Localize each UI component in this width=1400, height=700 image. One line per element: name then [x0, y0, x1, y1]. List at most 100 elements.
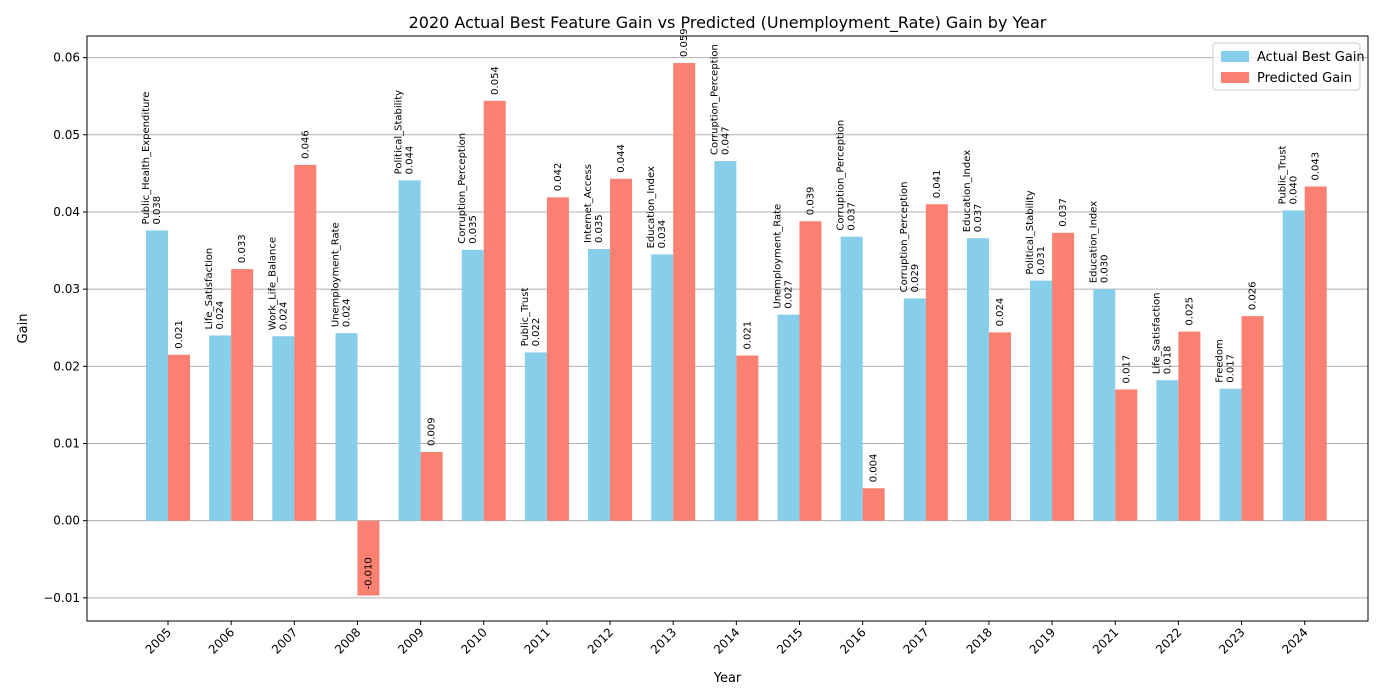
y-tick-label: 0.00	[53, 514, 80, 528]
y-tick-label: 0.06	[53, 51, 80, 65]
predicted-bar-label: 0.021	[742, 321, 753, 350]
predicted-bar	[925, 204, 948, 521]
actual-bar-label: 0.027	[784, 280, 795, 309]
predicted-bar-label: 0.043	[1311, 152, 1322, 181]
predicted-bar-label: 0.046	[300, 130, 311, 159]
predicted-bar-label: 0.059	[679, 28, 690, 57]
x-tick-label: 2005	[143, 625, 174, 656]
actual-bar-label: 0.040	[1289, 176, 1300, 205]
predicted-bar	[862, 488, 885, 521]
predicted-bar	[546, 197, 569, 521]
predicted-bar	[231, 269, 254, 521]
feature-label: Political_Stability	[394, 90, 405, 174]
legend-label: Predicted Gain	[1257, 71, 1352, 86]
predicted-bar	[168, 354, 190, 521]
x-tick-label: 2024	[1279, 625, 1310, 656]
feature-label: Public_Trust	[1278, 146, 1289, 205]
predicted-bar	[483, 100, 506, 521]
predicted-bar-label: 0.004	[869, 454, 880, 483]
actual-bar	[966, 238, 989, 521]
actual-bar	[1093, 289, 1116, 521]
predicted-bar-label: 0.033	[237, 234, 248, 263]
predicted-bar	[420, 451, 443, 521]
actual-bar	[335, 333, 358, 521]
y-tick-label: −0.01	[43, 591, 80, 605]
actual-bar	[1219, 388, 1242, 521]
actual-bar	[651, 254, 674, 521]
actual-bar	[588, 249, 611, 521]
predicted-bar	[1052, 232, 1075, 521]
legend-swatch	[1221, 51, 1249, 62]
legend-label: Actual Best Gain	[1257, 50, 1365, 65]
y-axis: −0.01 0.00 0.01 0.02 0.03 0.04 0.05 0.06	[43, 51, 87, 605]
feature-label: Work_Life_Balance	[267, 237, 278, 330]
actual-bar	[146, 230, 168, 521]
actual-bar-label: 0.034	[657, 220, 668, 249]
x-tick-label: 2009	[395, 625, 426, 656]
actual-bar	[714, 161, 737, 521]
actual-bar-label: 0.024	[278, 302, 289, 331]
feature-label: Life_Satisfaction	[204, 248, 215, 330]
actual-bar	[903, 298, 926, 521]
actual-bar	[1282, 210, 1305, 521]
feature-label: Corruption_Perception	[899, 182, 910, 293]
actual-bar-label: 0.024	[341, 298, 352, 327]
actual-bar-label: 0.022	[531, 318, 542, 347]
actual-bar	[777, 314, 800, 521]
predicted-bar-label: 0.037	[1058, 198, 1069, 227]
actual-bar	[272, 336, 295, 521]
x-tick-label: 2019	[1027, 625, 1058, 656]
feature-label: Education_Index	[962, 150, 973, 232]
predicted-bar	[799, 221, 822, 521]
predicted-bar-label: 0.021	[174, 320, 185, 349]
predicted-bar-label: 0.017	[1121, 355, 1132, 384]
x-tick-label: 2014	[711, 625, 742, 656]
actual-bar-label: 0.024	[215, 301, 226, 330]
predicted-bar	[988, 332, 1011, 521]
feature-label: Education_Index	[1088, 201, 1099, 283]
actual-bar-label: 0.047	[720, 126, 731, 155]
y-tick-label: 0.01	[53, 436, 80, 450]
feature-label: Education_Index	[646, 166, 657, 248]
feature-label: Corruption_Perception	[709, 44, 720, 155]
actual-bar-label: 0.037	[973, 204, 984, 233]
predicted-bar	[610, 178, 633, 521]
legend-box	[1212, 42, 1361, 91]
y-tick-label: 0.02	[53, 359, 80, 373]
feature-label: Public_Health_Expenditure	[141, 92, 152, 225]
actual-bar	[1156, 380, 1179, 521]
x-tick-label: 2015	[774, 625, 805, 656]
y-tick-label: 0.04	[53, 205, 80, 219]
actual-bar	[840, 236, 863, 521]
x-tick-label: 2006	[206, 625, 237, 656]
feature-label: Public_Trust	[520, 288, 531, 347]
feature-label: Unemployment_Rate	[330, 222, 341, 327]
feature-label: Corruption_Perception	[836, 120, 847, 231]
feature-label: Unemployment_Rate	[773, 204, 784, 309]
legend-swatch	[1221, 72, 1249, 83]
actual-bar-label: 0.017	[1226, 354, 1237, 383]
actual-bar	[1030, 280, 1053, 521]
x-tick-label: 2021	[1090, 625, 1121, 656]
predicted-bar-label: 0.009	[427, 417, 438, 446]
x-tick-label: 2007	[269, 625, 300, 656]
actual-bar-label: 0.031	[1036, 246, 1047, 275]
plot-frame	[86, 35, 1369, 622]
predicted-bar	[1178, 331, 1201, 521]
actual-bar	[524, 352, 547, 521]
predicted-bar-label: 0.054	[490, 66, 501, 95]
y-tick-label: 0.05	[53, 128, 80, 142]
actual-bar	[398, 180, 421, 521]
predicted-bar	[294, 164, 317, 521]
x-tick-label: 2018	[964, 625, 995, 656]
predicted-bar	[357, 520, 380, 596]
predicted-bar-label: 0.042	[553, 163, 564, 192]
predicted-bar	[1115, 389, 1138, 521]
feature-label: Internet_Access	[583, 164, 594, 243]
x-tick-label: 2010	[458, 625, 489, 656]
legend: Actual Best Gain Predicted Gain	[1212, 42, 1365, 91]
x-tick-label: 2012	[585, 625, 616, 656]
predicted-bar-label: 0.026	[1248, 282, 1259, 311]
